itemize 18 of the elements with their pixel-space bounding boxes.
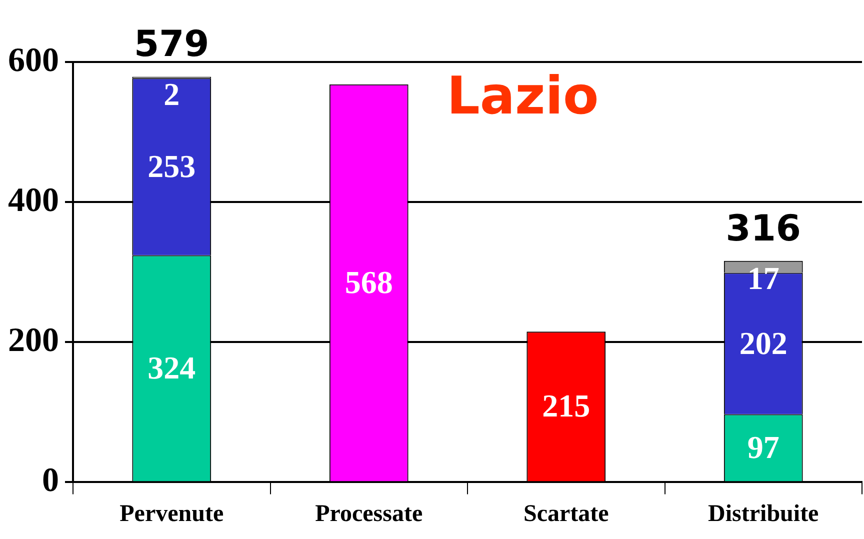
data-label: 215 [542, 388, 590, 424]
x-tick-label: Distribuite [708, 500, 820, 527]
y-tick-label: 0 [42, 462, 59, 499]
chart-title: Lazio [446, 66, 599, 127]
y-tick-label: 200 [8, 322, 59, 359]
total-label: 316 [726, 208, 801, 250]
data-label: 2 [164, 76, 180, 112]
data-label: 97 [747, 429, 780, 465]
total-label: 579 [134, 24, 210, 66]
data-label: 324 [148, 350, 196, 386]
y-tick-label: 600 [8, 42, 59, 79]
x-tick-label: Processate [315, 500, 423, 527]
data-label: 253 [148, 148, 196, 184]
data-label: 568 [344, 264, 393, 300]
y-tick-label: 400 [8, 182, 59, 219]
x-tick-label: Pervenute [120, 500, 224, 527]
data-label: 202 [739, 324, 788, 361]
x-tick-label: Scartate [523, 500, 610, 527]
